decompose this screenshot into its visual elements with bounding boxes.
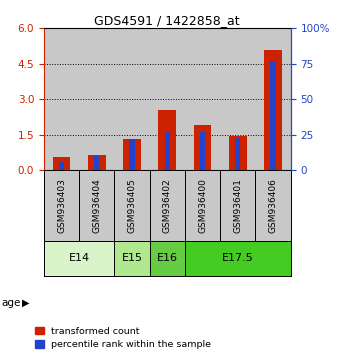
Bar xyxy=(270,61,276,170)
Text: E15: E15 xyxy=(122,253,143,263)
Bar xyxy=(94,156,99,170)
Bar xyxy=(185,241,291,276)
Bar xyxy=(59,162,64,170)
Bar xyxy=(165,132,170,170)
Bar xyxy=(235,138,240,170)
Text: ▶: ▶ xyxy=(22,298,29,308)
Bar xyxy=(194,125,211,170)
Text: GSM936401: GSM936401 xyxy=(233,178,242,233)
Bar xyxy=(123,139,141,170)
Bar xyxy=(79,28,115,170)
Bar xyxy=(185,28,220,170)
Text: GSM936404: GSM936404 xyxy=(92,178,101,233)
Bar xyxy=(129,139,135,170)
Bar xyxy=(200,132,205,170)
Bar xyxy=(150,28,185,170)
Text: age: age xyxy=(2,298,21,308)
Bar xyxy=(256,28,291,170)
Text: GSM936405: GSM936405 xyxy=(127,178,137,233)
Title: GDS4591 / 1422858_at: GDS4591 / 1422858_at xyxy=(95,14,240,27)
Text: E14: E14 xyxy=(69,253,90,263)
Bar xyxy=(53,157,70,170)
Bar xyxy=(220,28,256,170)
Bar xyxy=(115,241,150,276)
Bar xyxy=(150,241,185,276)
Bar xyxy=(44,28,79,170)
Bar xyxy=(115,28,150,170)
Text: GSM936406: GSM936406 xyxy=(269,178,277,233)
Bar xyxy=(88,155,105,170)
Text: GSM936402: GSM936402 xyxy=(163,178,172,233)
Text: E16: E16 xyxy=(157,253,178,263)
Text: E17.5: E17.5 xyxy=(222,253,254,263)
Bar xyxy=(44,241,115,276)
Bar xyxy=(229,136,247,170)
Legend: transformed count, percentile rank within the sample: transformed count, percentile rank withi… xyxy=(35,326,211,349)
Text: GSM936400: GSM936400 xyxy=(198,178,207,233)
Bar xyxy=(264,50,282,170)
Bar xyxy=(159,110,176,170)
Text: GSM936403: GSM936403 xyxy=(57,178,66,233)
